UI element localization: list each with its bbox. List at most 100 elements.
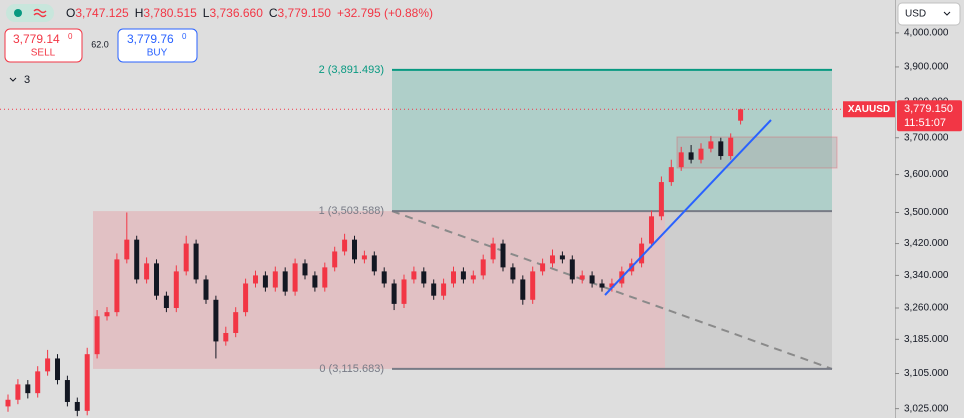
ohlc-legend: O 3,747.125 H 3,780.515 L 3,736.660 C 3,779.150… (66, 6, 433, 20)
candle-body (658, 182, 664, 217)
candle-body (649, 216, 654, 244)
fib-lower-box (665, 211, 832, 369)
sell-label: SELL (31, 48, 56, 59)
candle-body (371, 255, 377, 272)
candle-body (114, 259, 120, 313)
fib-diagonal (391, 210, 833, 370)
countdown: 11:51:07 (904, 117, 946, 129)
candle-body (262, 275, 268, 288)
y-tick-label: 3,600.000 (904, 169, 949, 180)
candle-body (243, 283, 249, 313)
candle-body (411, 271, 417, 280)
spread: 62.0 (91, 39, 109, 49)
candle-body (579, 275, 585, 280)
candle-body (154, 263, 159, 296)
candle-body (124, 239, 130, 260)
candle-body (134, 239, 140, 280)
sell-button[interactable] (4, 28, 83, 63)
currency-select[interactable] (897, 2, 961, 26)
candle-body (233, 312, 239, 333)
candle-body (431, 283, 437, 296)
candle-body (213, 299, 219, 342)
candle-body (718, 141, 724, 157)
fib-label: 1 (3,503.588) (319, 205, 384, 217)
ohlc-value: 3,736.660 (209, 6, 263, 20)
candle-body (342, 239, 348, 252)
candle-body (460, 271, 466, 280)
wave-icon (33, 8, 47, 18)
candle-body (282, 271, 288, 292)
candle-body (5, 399, 11, 407)
ohlc-change: +32.795 (+0.88%) (337, 6, 433, 20)
candle-body (698, 148, 704, 160)
candle-body (292, 263, 298, 292)
fib-label: 2 (3,891.493) (319, 64, 384, 76)
candle-body (203, 279, 209, 300)
fib-label: 0 (3,115.683) (319, 363, 384, 375)
ohlc-key: L (203, 6, 210, 20)
candle-body (639, 243, 645, 264)
candle-body (312, 275, 318, 288)
zone-box (676, 136, 838, 169)
ohlc-value: 3,779.150 (278, 6, 332, 20)
candle-body (500, 243, 506, 268)
y-tick-label: 3,700.000 (904, 132, 949, 143)
collapse-icon[interactable] (9, 77, 17, 82)
candle-body (678, 152, 684, 168)
buy-pip: 0 (182, 32, 187, 41)
candle-body (74, 401, 80, 411)
y-tick-label: 3,500.000 (904, 207, 949, 218)
candle-body (609, 283, 615, 288)
plot: 2 (3,891.493) 1 (3,503.588) 0 (3,115.683) (0, 64, 895, 417)
buy-button[interactable] (117, 28, 198, 63)
y-tick-label: 4,000.000 (904, 28, 949, 39)
candle-body (332, 251, 338, 268)
candle-body (510, 267, 516, 280)
ohlc-key: O (66, 6, 75, 20)
y-tick-label: 3,025.000 (904, 403, 949, 414)
fib-range-box (93, 211, 665, 369)
candle-body (163, 295, 169, 309)
candle-body (708, 141, 714, 149)
candle-body (183, 243, 189, 272)
y-tick-label: 3,340.000 (904, 270, 949, 281)
candle-body (688, 152, 694, 160)
sell-price: 3,779.14 (13, 32, 60, 46)
candle-body (599, 283, 605, 288)
dropdown-icon (943, 11, 951, 16)
ohlc-key: C (269, 6, 278, 20)
fib-target-box (392, 69, 832, 212)
candle-body (272, 271, 278, 288)
candle-body (530, 271, 536, 300)
candle-body (55, 358, 60, 381)
candle-body (668, 167, 674, 183)
candle-body (144, 263, 150, 280)
currency: USD (905, 9, 926, 20)
candle-body (193, 243, 199, 280)
ohlc-value: 3,780.515 (143, 6, 197, 20)
candle-body (84, 354, 90, 411)
candle-body (94, 316, 100, 355)
candle-body (569, 259, 575, 280)
ohlc-key: H (135, 6, 144, 20)
candle-body (302, 263, 308, 276)
candle-body (253, 275, 258, 284)
candle-body (559, 255, 565, 260)
status-toggle[interactable] (6, 4, 54, 22)
symbol-tag (843, 101, 895, 118)
y-tick-label: 3,420.000 (904, 238, 949, 249)
candle-body (173, 271, 179, 309)
symbol-label: XAUUSD (848, 104, 890, 115)
candle-body (490, 243, 496, 260)
candle-body (550, 255, 555, 264)
candle-body (104, 312, 110, 317)
candle-body (728, 137, 734, 157)
candle-body (35, 371, 41, 394)
trend-line (604, 119, 772, 296)
candle-body (738, 109, 744, 121)
y-tick-label: 3,260.000 (904, 303, 949, 314)
candle-body (352, 239, 357, 260)
candle-body (589, 275, 595, 284)
